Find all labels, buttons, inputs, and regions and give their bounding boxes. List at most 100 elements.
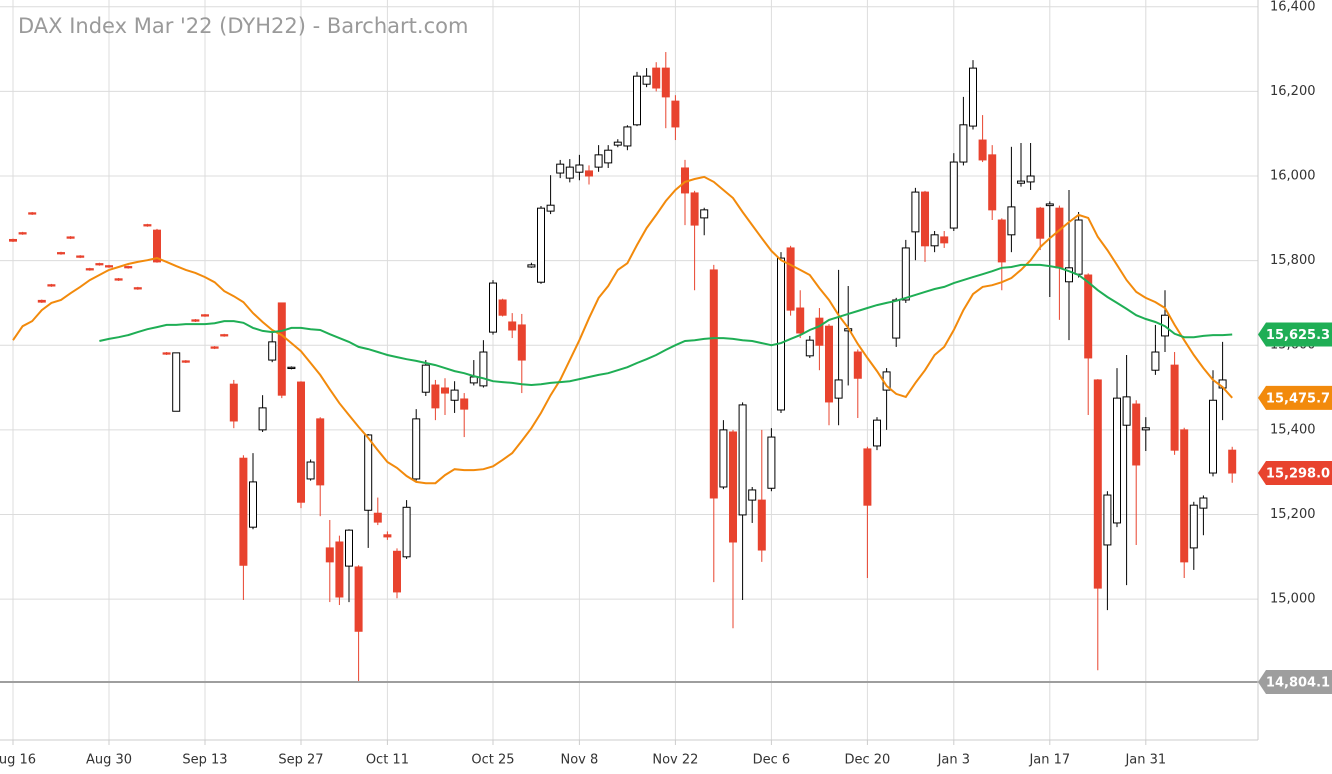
- candle-body: [594, 154, 603, 168]
- candle-body: [1180, 429, 1189, 563]
- price-tag-label: 14,804.1: [1266, 675, 1330, 690]
- y-tick-label: 15,800: [1270, 253, 1316, 268]
- candle-body: [220, 334, 229, 337]
- x-tick-label: Aug 30: [86, 753, 132, 768]
- x-tick-label: Oct 25: [471, 753, 514, 768]
- candle-body: [124, 266, 133, 269]
- candle-body: [95, 263, 104, 266]
- candle-body: [172, 352, 181, 412]
- candle-body: [959, 124, 968, 163]
- candle-body: [114, 278, 123, 281]
- plot: [0, 52, 1258, 683]
- candle-body: [863, 448, 872, 506]
- candle-body: [85, 268, 94, 271]
- candle-body: [556, 163, 565, 174]
- candle-body: [1113, 397, 1121, 524]
- candle-body: [18, 232, 27, 235]
- grid: [0, 0, 1258, 740]
- x-tick-label: Nov 22: [652, 753, 698, 768]
- x-tick-label: Dec 6: [753, 753, 791, 768]
- candle-body: [354, 566, 363, 632]
- candle-body: [988, 154, 997, 211]
- y-tick-label: 16,400: [1270, 0, 1316, 14]
- candle-body: [76, 255, 85, 258]
- candle-body: [287, 366, 296, 370]
- candle-body: [1084, 274, 1093, 359]
- candle-body: [460, 398, 469, 410]
- candle-body: [1209, 399, 1217, 474]
- y-tick-label: 15,200: [1270, 507, 1316, 522]
- y-tick-label: 15,000: [1270, 592, 1316, 607]
- candle-body: [671, 100, 680, 128]
- candle-body: [786, 247, 795, 311]
- price-tag: [1258, 385, 1332, 410]
- candle-body: [1199, 497, 1208, 509]
- candle-body: [997, 219, 1006, 263]
- candle-body: [642, 75, 651, 85]
- candle-body: [585, 170, 593, 177]
- candle-body: [1151, 351, 1160, 371]
- candle-body: [1132, 403, 1141, 466]
- candle-body: [249, 481, 257, 528]
- candle-body: [930, 234, 939, 247]
- candle-body: [1093, 379, 1102, 589]
- candle-body: [690, 192, 699, 226]
- candle-body: [805, 339, 814, 357]
- candle-body: [210, 346, 219, 349]
- candle-body: [575, 164, 584, 173]
- candle-body: [1074, 219, 1083, 275]
- candle-body: [652, 67, 661, 89]
- x-tick-label: Jan 3: [937, 753, 970, 768]
- candle-body: [201, 314, 209, 317]
- price-tag: [1258, 461, 1332, 486]
- x-tick-label: Dec 20: [844, 753, 890, 768]
- candle-body: [1055, 207, 1064, 269]
- candle-body: [335, 541, 344, 598]
- candle-body: [105, 265, 113, 268]
- candle-body: [239, 457, 248, 566]
- candle-body: [777, 257, 785, 411]
- candle-body: [1103, 494, 1112, 546]
- candle-body: [181, 360, 190, 363]
- candle-body: [527, 264, 536, 268]
- candle-body: [258, 407, 267, 431]
- x-tick-label: Sep 13: [182, 753, 227, 768]
- moving-average-line: [99, 263, 1233, 387]
- candle-body: [969, 67, 977, 127]
- candle-body: [479, 351, 488, 387]
- candle-body: [1170, 364, 1179, 451]
- x-tick-label: Nov 8: [561, 753, 599, 768]
- candle-body: [815, 317, 824, 346]
- price-tag-label: 15,298.0: [1266, 467, 1330, 482]
- candle-body: [613, 141, 622, 146]
- candle-body: [796, 307, 805, 334]
- candle-body: [767, 436, 776, 489]
- candle-body: [911, 191, 920, 233]
- candle-body: [57, 252, 65, 255]
- price-tag: [1258, 322, 1332, 347]
- candle-body: [28, 212, 37, 215]
- candle-body: [37, 299, 46, 303]
- candle-body: [325, 547, 334, 563]
- candle-body: [1189, 504, 1198, 549]
- candle-body: [873, 419, 881, 447]
- candle-body: [469, 376, 478, 384]
- candle-body: [940, 236, 949, 244]
- candle-body: [498, 299, 507, 316]
- candle-body: [191, 319, 200, 322]
- candle-body: [719, 429, 728, 488]
- candle-body: [316, 418, 325, 486]
- candle-body: [748, 489, 757, 501]
- y-tick-label: 16,000: [1270, 169, 1316, 184]
- candle-body: [661, 67, 670, 98]
- candle-body: [66, 236, 75, 239]
- candle-body: [517, 324, 526, 361]
- candle-body: [757, 499, 766, 551]
- candle-body: [133, 287, 142, 290]
- candle-body: [297, 381, 305, 503]
- candle-body: [1065, 267, 1073, 283]
- candle-body: [47, 284, 56, 287]
- candle-body: [901, 247, 910, 301]
